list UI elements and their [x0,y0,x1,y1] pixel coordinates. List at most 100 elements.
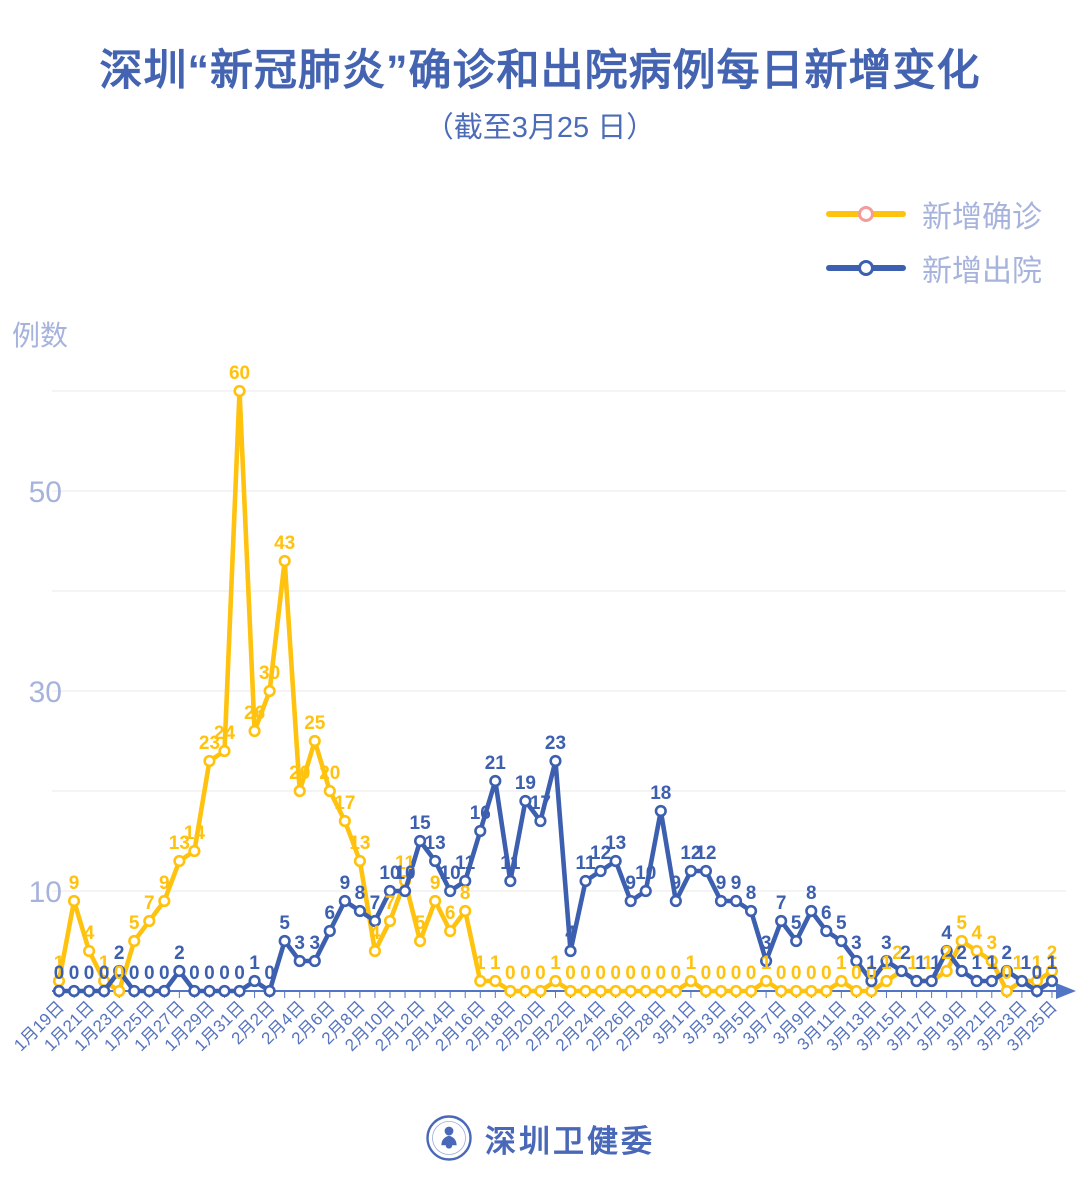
discharged-point [910,974,923,988]
discharged-point [684,864,697,878]
confirmed-value-label: 0 [776,963,787,984]
discharged-value-label: 7 [776,893,787,914]
discharged-point [188,984,201,998]
discharged-value-label: 9 [671,873,682,894]
confirmed-value-label: 24 [214,723,236,744]
confirmed-value-label: 0 [851,963,862,984]
discharged-point [489,774,502,788]
confirmed-point [835,974,848,988]
discharged-point [760,954,773,968]
discharged-point [970,974,983,988]
confirmed-point [383,914,397,928]
confirmed-value-label: 23 [199,733,220,754]
discharged-point [98,984,111,998]
confirmed-value-label: 1 [1032,953,1043,974]
confirmed-point [985,954,998,968]
confirmed-point [323,784,336,798]
confirmed-point [82,944,96,958]
confirmed-point [820,984,833,998]
confirmed-point [413,934,427,948]
discharged-point [985,974,998,988]
legend-line-confirmed-icon [826,206,906,222]
discharged-point [639,884,652,898]
confirmed-point [775,984,788,998]
confirmed-point [865,984,878,998]
discharged-value-label: 5 [836,913,847,934]
discharged-value-label: 12 [695,843,716,864]
confirmed-point [594,984,607,998]
confirmed-point [173,854,186,868]
x-axis-arrow-icon [1056,983,1076,999]
discharged-value-label: 0 [264,963,275,984]
confirmed-value-label: 30 [259,663,280,684]
confirmed-value-label: 0 [520,963,531,984]
discharged-value-label: 10 [440,863,461,884]
discharged-point [173,964,186,978]
y-tick-label: 30 [29,676,62,709]
discharged-point [955,964,968,978]
discharged-point [940,944,953,958]
discharged-value-label: 10 [635,863,656,884]
confirmed-value-label: 9 [159,873,170,894]
legend-item-confirmed[interactable]: 新增确诊 [826,192,1042,236]
confirmed-value-label: 9 [69,873,80,894]
discharged-value-label: 6 [325,903,336,924]
confirmed-point [338,814,351,828]
discharged-value-label: 2 [900,943,911,964]
confirmed-value-label: 0 [580,963,591,984]
confirmed-point [790,984,803,998]
confirmed-point [233,384,246,398]
discharged-point [82,984,96,998]
discharged-value-label: 16 [470,803,491,824]
footer-brand: 深圳卫健委 [0,1114,1080,1162]
confirmed-value-label: 8 [460,883,471,904]
discharged-value-label: 3 [761,933,772,954]
discharged-point [293,954,306,968]
discharged-value-label: 9 [731,873,742,894]
discharged-value-label: 2 [114,943,125,964]
discharged-point [1045,974,1059,988]
confirmed-value-label: 0 [791,963,802,984]
confirmed-point [474,974,487,988]
confirmed-point [203,754,216,768]
confirmed-point [760,974,773,988]
discharged-value-label: 11 [455,853,476,874]
confirmed-point [368,944,382,958]
confirmed-value-label: 0 [640,963,651,984]
confirmed-point [805,984,818,998]
confirmed-point [955,934,968,948]
confirmed-value-label: 1 [99,953,110,974]
discharged-point [699,864,713,878]
discharged-value-label: 1 [930,953,941,974]
discharged-value-label: 0 [99,963,110,984]
discharged-value-label: 0 [1032,963,1043,984]
confirmed-value-label: 13 [169,833,190,854]
legend-item-discharged[interactable]: 新增出院 [826,246,1042,290]
confirmed-value-label: 0 [505,963,516,984]
discharged-point [850,954,863,968]
discharged-value-label: 18 [650,783,671,804]
confirmed-point [744,984,758,998]
discharged-value-label: 0 [159,963,170,984]
discharged-point [444,884,457,898]
discharged-point [564,944,577,958]
confirmed-value-label: 0 [806,963,817,984]
discharged-value-label: 15 [410,813,432,834]
confirmed-value-label: 0 [625,963,636,984]
discharged-point [790,934,803,948]
discharged-value-label: 7 [370,893,381,914]
discharged-value-label: 17 [530,793,551,814]
confirmed-value-label: 0 [701,963,712,984]
discharged-value-label: 9 [340,873,351,894]
discharged-point [504,874,517,888]
confirmed-value-label: 1 [1013,953,1024,974]
confirmed-point [970,944,983,958]
confirmed-value-label: 20 [289,763,310,784]
confirmed-point [444,924,457,938]
confirmed-value-label: 7 [385,893,396,914]
confirmed-point [263,684,276,698]
confirmed-point [429,894,442,908]
confirmed-value-label: 1 [881,953,892,974]
discharged-value-label: 1 [987,953,998,974]
discharged-point [278,934,291,948]
